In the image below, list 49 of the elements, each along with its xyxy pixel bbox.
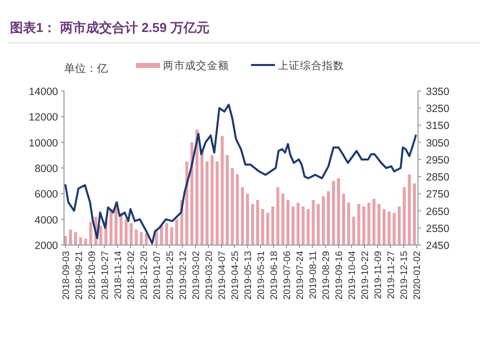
- x-tick-label: 2019-04-07: [216, 251, 228, 300]
- x-tick-label: 2019-05-31: [256, 251, 268, 300]
- x-tick-label: 2019-11-27: [386, 251, 398, 299]
- x-tick-label: 2019-05-13: [243, 251, 254, 300]
- y2-tick-label: 3250: [426, 103, 450, 116]
- y2-tick-label: 3350: [426, 86, 450, 98]
- x-tick-label: 2019-12-15: [399, 251, 410, 300]
- x-tick-label: 2019-02-12: [178, 251, 189, 300]
- chart-title: 图表1： 两市成交合计 2.59 万亿元: [10, 20, 210, 35]
- y2-tick-label: 2850: [426, 172, 450, 184]
- y-tick-label: 12000: [28, 112, 58, 124]
- x-tick-label: 2018-09-21: [74, 251, 85, 300]
- y-tick-label: 14000: [28, 86, 58, 98]
- x-tick-label: 2020-01-02: [412, 251, 424, 300]
- y2-tick-label: 2650: [426, 206, 450, 218]
- x-tick-label: 2019-01-07: [152, 251, 163, 300]
- x-tick-label: 2019-07-06: [282, 251, 294, 300]
- y-tick-label: 10000: [28, 137, 58, 150]
- y2-tick-label: 2450: [426, 240, 450, 252]
- legend-label: 上证综合指数: [278, 59, 344, 72]
- y2-tick-label: 2750: [426, 188, 450, 201]
- y2-tick-label: 2550: [426, 222, 450, 235]
- legend-label: 两市成交金额: [163, 59, 229, 72]
- x-tick-label: 2019-11-09: [373, 251, 384, 299]
- x-tick-label: 2018-10-27: [100, 251, 111, 300]
- x-tick-label: 2018-09-03: [60, 251, 72, 300]
- x-tick-label: 2019-07-24: [295, 251, 306, 300]
- x-tick-label: 2019-08-29: [321, 251, 332, 300]
- x-tick-label: 2018-11-14: [112, 251, 124, 299]
- y-tick-label: 4000: [34, 214, 58, 226]
- y2-tick-label: 3150: [426, 120, 450, 132]
- x-tick-label: 2019-10-22: [360, 251, 372, 300]
- x-tick-label: 2019-08-11: [308, 251, 320, 299]
- x-tick-label: 2019-04-25: [230, 251, 241, 300]
- x-tick-label: 2019-03-20: [204, 251, 215, 300]
- y-tick-label: 6000: [34, 188, 58, 201]
- x-tick-label: 2019-06-18: [269, 251, 280, 300]
- x-tick-label: 2018-12-02: [126, 251, 137, 300]
- y-axis-title: 单位：亿: [64, 62, 108, 75]
- y-tick-label: 8000: [34, 163, 58, 175]
- y-tick-label: 2000: [34, 240, 58, 252]
- x-tick-label: 2019-09-16: [334, 251, 346, 300]
- x-tick-label: 2019-10-04: [347, 251, 358, 300]
- x-tick-label: 2018-12-20: [138, 251, 150, 300]
- y2-tick-label: 2950: [426, 154, 450, 166]
- x-tick-label: 2019-01-25: [164, 251, 176, 300]
- x-tick-label: 2019-03-02: [190, 251, 202, 300]
- y2-tick-label: 3050: [426, 137, 450, 150]
- x-tick-label: 2018-10-09: [86, 251, 98, 300]
